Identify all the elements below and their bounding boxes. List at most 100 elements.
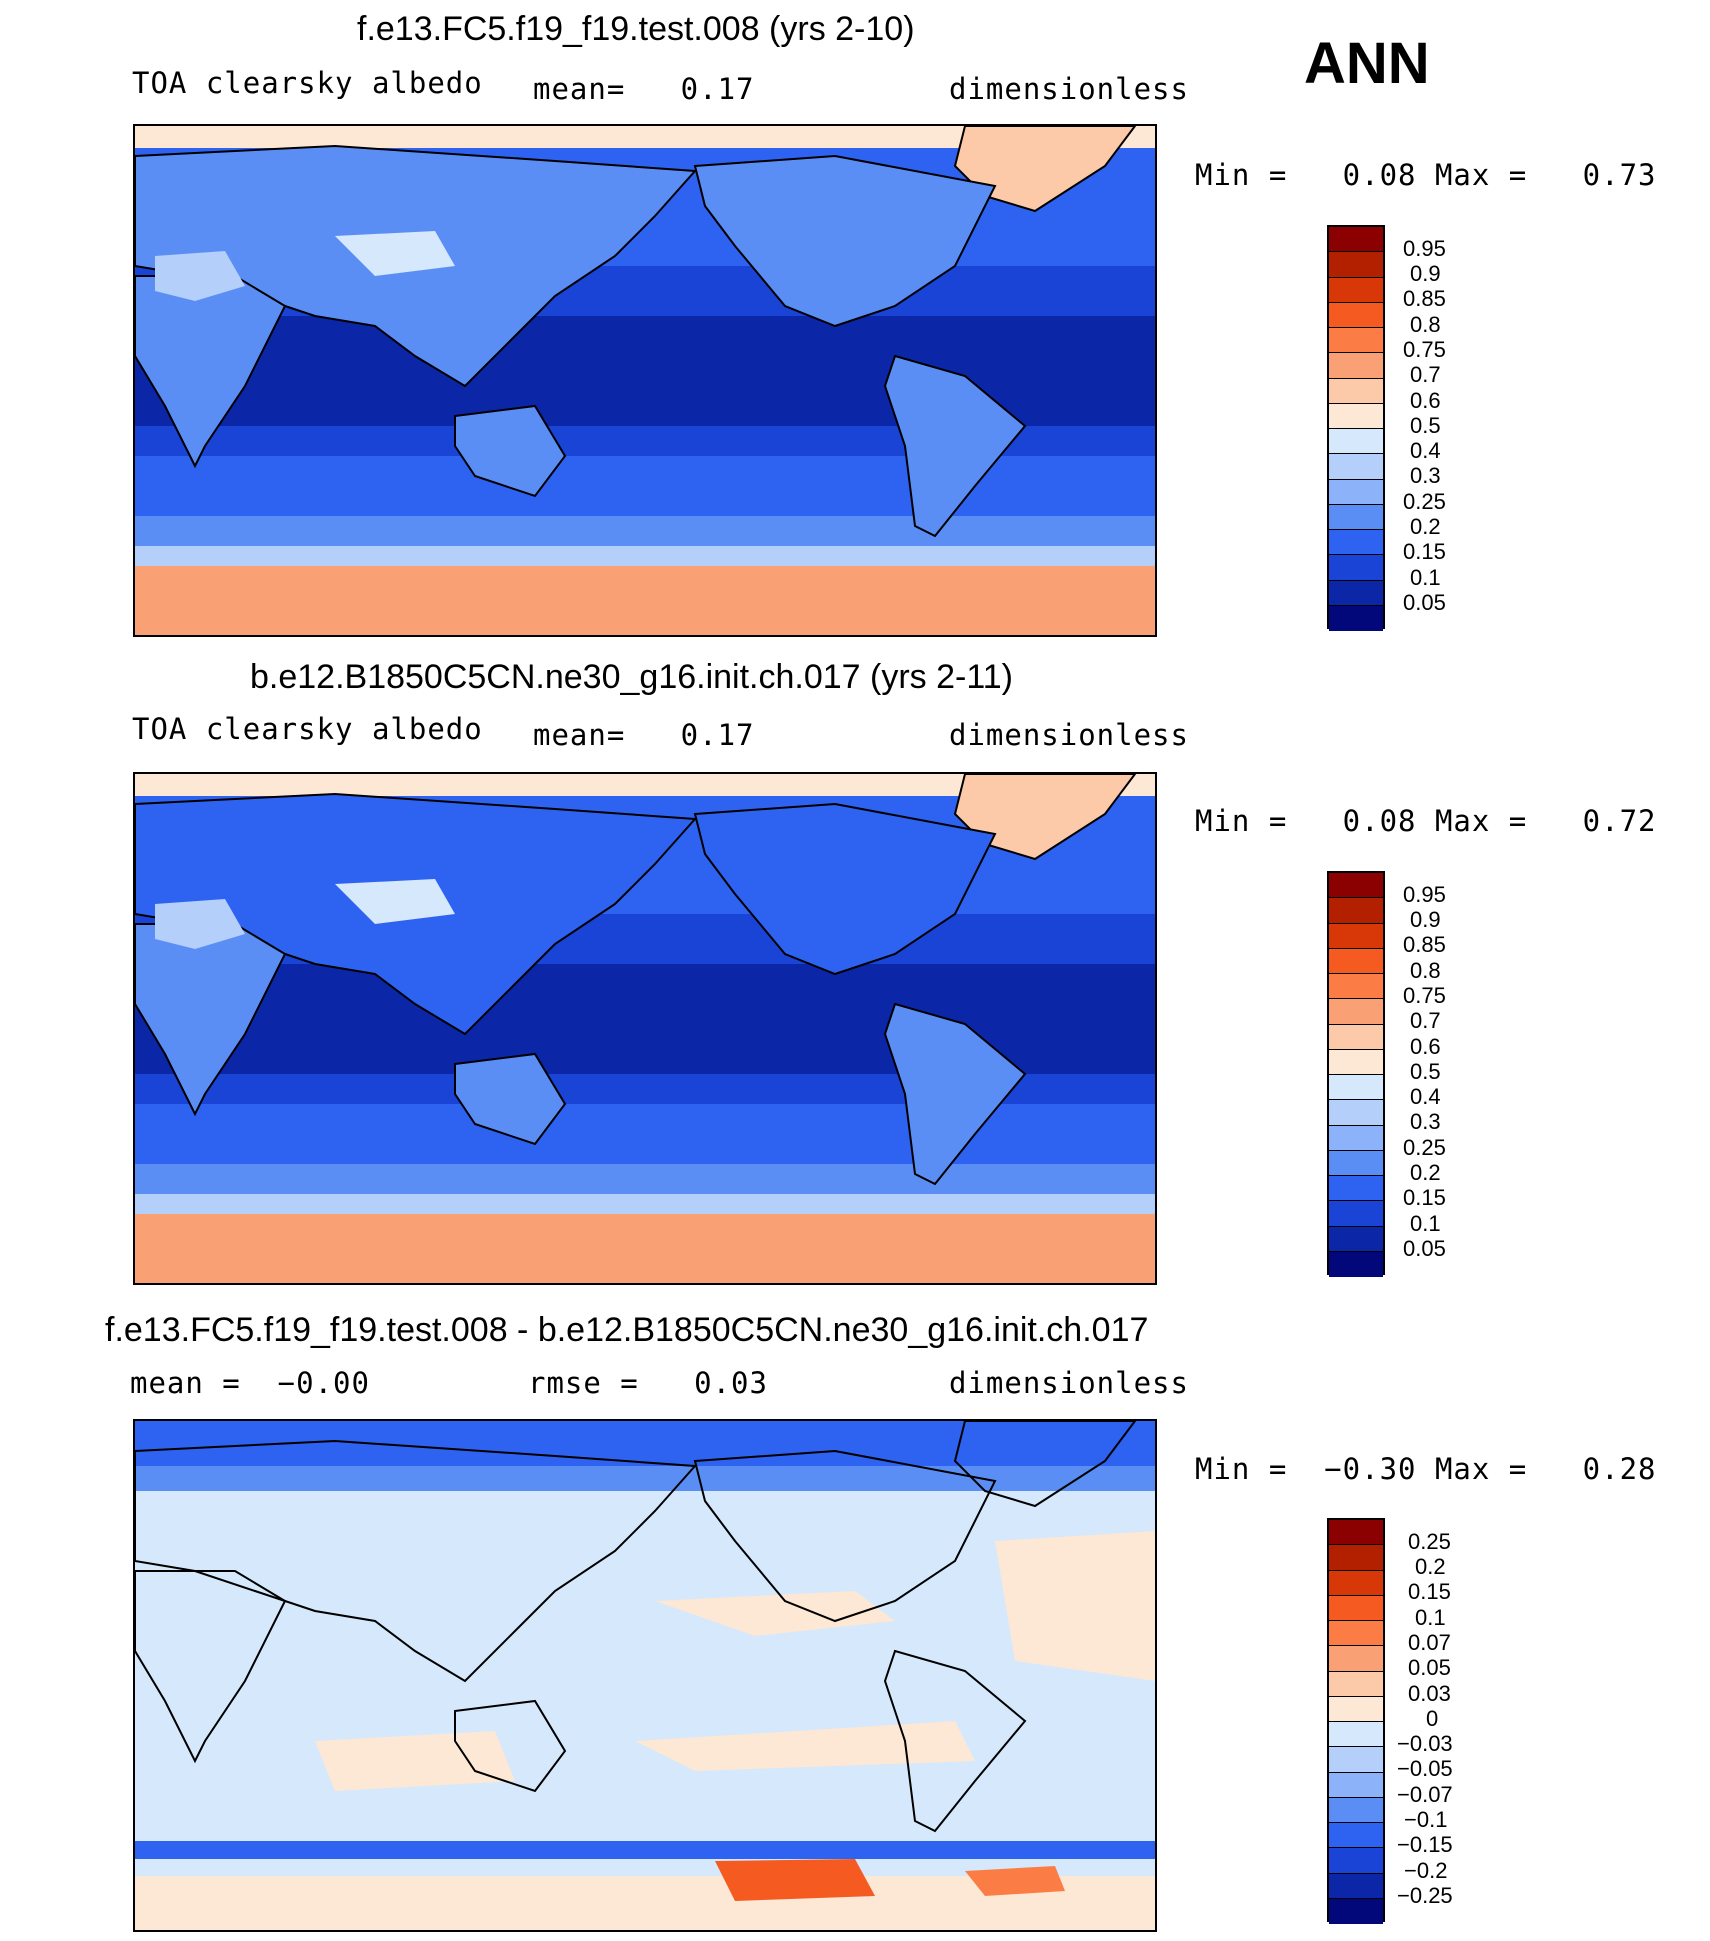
colorbar-tick-label: 0.07 — [1408, 1630, 1451, 1655]
colorbar-tick-label: 0.95 — [1403, 236, 1446, 261]
colorbar-tick-label: 0.7 — [1410, 362, 1441, 387]
colorbar-tick-label: 0.1 — [1415, 1605, 1446, 1630]
north-america — [693, 802, 997, 976]
colorbar-tick-label: 0.4 — [1410, 1084, 1441, 1109]
panel-1-units-label: dimensionless — [949, 72, 1189, 106]
south-pacific-positive — [635, 1721, 975, 1771]
colorbar-tick-label: −0.1 — [1404, 1807, 1448, 1832]
colorbar-tick-label: −0.15 — [1397, 1832, 1453, 1857]
arctic-band — [135, 774, 1155, 796]
colorbar-tick-label: 0.95 — [1403, 882, 1446, 907]
plateau-patch — [335, 879, 455, 924]
colorbar-tick-label: 0.7 — [1410, 1008, 1441, 1033]
colorbar-tick-label: 0.5 — [1410, 413, 1441, 438]
colorbar-swatch — [1329, 1898, 1383, 1924]
plateau-patch — [335, 231, 455, 276]
colorbar-swatch — [1329, 479, 1383, 505]
colorbar-tick-label: 0.15 — [1403, 539, 1446, 564]
colorbar-swatch — [1329, 580, 1383, 606]
colorbar-swatch — [1329, 302, 1383, 328]
colorbar-tick-label: 0.05 — [1403, 590, 1446, 615]
panel-2-mean-label: mean= 0.17 — [533, 718, 755, 752]
colorbar-tick-label: 0.85 — [1403, 932, 1446, 957]
colorbar-swatch — [1329, 530, 1383, 556]
greenland-outline — [953, 1421, 1137, 1508]
colorbar-swatch — [1329, 1125, 1383, 1151]
colorbar-swatch — [1329, 1545, 1383, 1571]
colorbar-swatch — [1329, 923, 1383, 949]
colorbar-swatch — [1329, 1201, 1383, 1227]
colorbar-swatch — [1329, 1075, 1383, 1101]
arctic-band — [135, 126, 1155, 148]
panel-3-minmax: Min = −0.30 Max = 0.28 — [1195, 1452, 1657, 1486]
africa-outline — [135, 1570, 287, 1764]
colorbar-swatch — [1329, 999, 1383, 1025]
colorbar-tick-label: 0.03 — [1408, 1681, 1451, 1706]
australia — [454, 404, 567, 498]
southern-ice-edge — [135, 1194, 1155, 1216]
panel-1-map — [133, 124, 1157, 637]
colorbar-tick-label: 0.2 — [1410, 1160, 1441, 1185]
southern-ocean-band — [135, 516, 1155, 546]
panel-1-variable-label: TOA clearsky albedo — [132, 66, 483, 100]
colorbar-swatch — [1329, 948, 1383, 974]
colorbar-swatch — [1329, 1595, 1383, 1621]
colorbar-swatch — [1329, 454, 1383, 480]
southern-negative-band — [135, 1841, 1155, 1859]
colorbar-swatch — [1329, 328, 1383, 354]
colorbar-swatch — [1329, 1873, 1383, 1899]
southern-ice-edge — [135, 546, 1155, 568]
panel-3-title: f.e13.FC5.f19_f19.test.008 - b.e12.B1850… — [105, 1311, 1149, 1349]
colorbar-swatch — [1329, 1823, 1383, 1849]
colorbar-swatch — [1329, 1251, 1383, 1277]
colorbar-tick-label: 0.15 — [1408, 1579, 1451, 1604]
colorbar-swatch — [1329, 605, 1383, 631]
panel-1-title: f.e13.FC5.f19_f19.test.008 (yrs 2-10) — [357, 10, 915, 48]
colorbar-swatch — [1329, 353, 1383, 379]
australia — [454, 1052, 567, 1146]
africa — [135, 275, 287, 469]
colorbar-tick-label: 0.8 — [1410, 958, 1441, 983]
colorbar-tick-label: −0.07 — [1397, 1782, 1453, 1807]
colorbar-tick-label: 0.25 — [1408, 1529, 1451, 1554]
australia-outline — [454, 1699, 567, 1793]
south-america — [883, 354, 1027, 538]
colorbar-tick-label: 0.1 — [1410, 1211, 1441, 1236]
greenland — [953, 774, 1137, 861]
antarctica — [135, 1214, 1155, 1283]
panel-2-map — [133, 772, 1157, 1285]
colorbar-tick-label: 0.6 — [1410, 388, 1441, 413]
panel-2-colorbar — [1327, 871, 1385, 1277]
colorbar-swatch — [1329, 403, 1383, 429]
panel-3-rmse-label: rmse = 0.03 — [528, 1366, 768, 1400]
colorbar-swatch — [1329, 1176, 1383, 1202]
colorbar-swatch — [1329, 1722, 1383, 1748]
colorbar-swatch — [1329, 1100, 1383, 1126]
panel-2-variable-label: TOA clearsky albedo — [132, 712, 483, 746]
colorbar-swatch — [1329, 504, 1383, 530]
southern-ocean-band — [135, 1164, 1155, 1194]
north-america-outline — [693, 1449, 997, 1623]
south-america — [883, 1002, 1027, 1186]
colorbar-swatch — [1329, 1646, 1383, 1672]
season-label: ANN — [1304, 31, 1430, 96]
weddell-sea-positive — [965, 1866, 1065, 1896]
colorbar-swatch — [1329, 277, 1383, 303]
colorbar-tick-label: 0.85 — [1403, 286, 1446, 311]
colorbar-swatch — [1329, 1049, 1383, 1075]
colorbar-tick-label: 0.05 — [1408, 1655, 1451, 1680]
colorbar-swatch — [1329, 227, 1383, 253]
ross-sea-positive — [715, 1859, 875, 1901]
colorbar-tick-label: −0.05 — [1397, 1756, 1453, 1781]
panel-3-units-label: dimensionless — [949, 1366, 1189, 1400]
desert-patch — [155, 251, 245, 301]
antarctica — [135, 566, 1155, 635]
colorbar-swatch — [1329, 1570, 1383, 1596]
colorbar-tick-label: 0.25 — [1403, 489, 1446, 514]
colorbar-tick-label: −0.25 — [1397, 1883, 1453, 1908]
colorbar-swatch — [1329, 252, 1383, 278]
panel-2-title: b.e12.B1850C5CN.ne30_g16.init.ch.017 (yr… — [250, 658, 1013, 696]
colorbar-swatch — [1329, 974, 1383, 1000]
colorbar-tick-label: 0.25 — [1403, 1135, 1446, 1160]
colorbar-swatch — [1329, 1520, 1383, 1546]
